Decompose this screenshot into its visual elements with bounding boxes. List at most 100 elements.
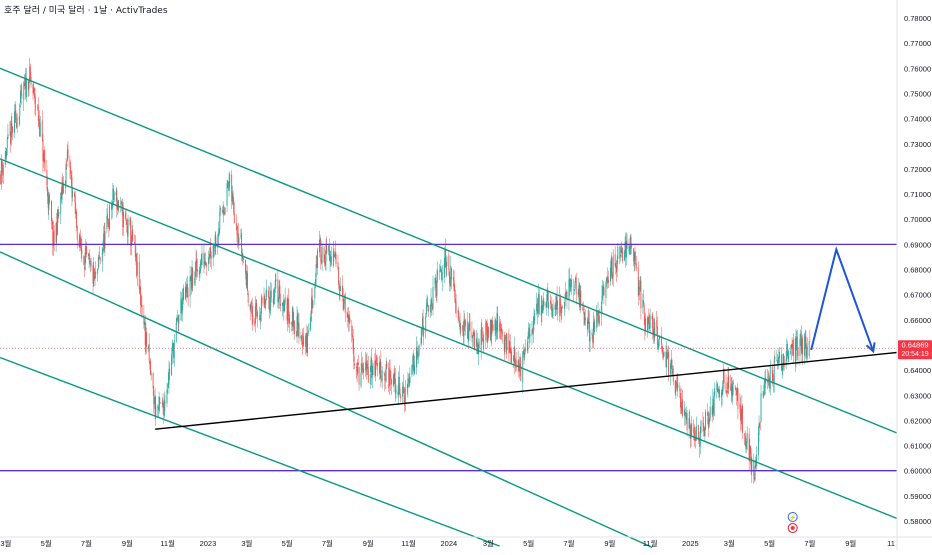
candle [385, 369, 386, 390]
candle-body [682, 399, 683, 416]
candle [630, 233, 632, 250]
price-tick-label: 0.63000 [904, 391, 931, 400]
candle [657, 342, 659, 353]
candle-body [86, 246, 87, 255]
candle-body [167, 389, 169, 390]
candle [29, 63, 31, 81]
candle-body [353, 347, 355, 362]
candle [288, 314, 290, 324]
candle [509, 340, 511, 354]
time-tick-label: 7월 [322, 538, 333, 548]
candle [800, 329, 802, 347]
candle-body [381, 370, 383, 381]
candle [740, 408, 742, 430]
candle [295, 330, 297, 337]
candle [513, 355, 514, 368]
candle-body [755, 464, 757, 466]
candle-body [358, 366, 360, 385]
candle-body [652, 318, 654, 335]
candle-body [573, 289, 575, 290]
candle-body [93, 268, 95, 286]
candle-body [185, 286, 187, 293]
candle [464, 313, 466, 331]
candle-body [565, 291, 567, 292]
candle-body [594, 325, 596, 330]
candle [412, 353, 414, 371]
candle-body [99, 257, 101, 259]
candle [89, 249, 91, 265]
candle-body [293, 321, 295, 325]
candle-body [80, 245, 82, 252]
candle [435, 280, 437, 301]
candle [284, 298, 285, 312]
candle [597, 302, 599, 324]
candle [406, 383, 408, 395]
candle [150, 370, 152, 381]
candle [403, 386, 405, 403]
candle-body [129, 218, 131, 226]
candle [716, 380, 718, 399]
candle [441, 267, 443, 283]
candle [94, 271, 96, 287]
candle [703, 426, 705, 437]
candle-body [134, 242, 136, 244]
candle [732, 380, 734, 405]
candle [783, 352, 784, 372]
candle [157, 404, 159, 417]
time-tick-label: 9월 [363, 538, 374, 548]
candle [534, 309, 536, 324]
candle [536, 292, 538, 316]
candle [506, 333, 508, 355]
candle [219, 205, 221, 236]
candle-body [769, 364, 771, 389]
candle-body [342, 297, 344, 311]
candle [457, 309, 459, 324]
candle-body [751, 458, 753, 472]
candle-body [589, 337, 591, 342]
candle-body [519, 362, 521, 368]
candle [737, 387, 739, 420]
candle [569, 267, 571, 297]
candle-body [444, 249, 446, 267]
candle [223, 206, 225, 216]
candle-body [232, 192, 234, 201]
candle-body [503, 334, 505, 352]
candle-body [310, 312, 312, 322]
candle-body [0, 160, 2, 185]
candle [194, 271, 196, 287]
candle [393, 368, 395, 392]
candle-body [144, 321, 146, 345]
candle [538, 288, 540, 315]
candle [619, 245, 621, 262]
candle-body [408, 380, 410, 381]
candle-body [136, 261, 138, 276]
candle-body [369, 373, 371, 385]
candle [108, 217, 110, 238]
candle-body [243, 258, 245, 260]
candle [305, 332, 307, 353]
candle [334, 254, 336, 257]
event-flash-icon [787, 512, 798, 522]
candle-body [348, 316, 350, 323]
candle-body [218, 229, 220, 233]
candle [141, 295, 143, 318]
candle-body [163, 399, 165, 416]
candle [306, 324, 308, 357]
candle [186, 278, 188, 298]
candle [799, 333, 801, 366]
candle [744, 430, 746, 447]
candle [728, 367, 730, 395]
candle [247, 265, 248, 296]
candle [126, 219, 128, 233]
candle-body [541, 304, 543, 313]
candle-body [330, 255, 332, 259]
candle [429, 304, 431, 318]
candle [511, 346, 512, 364]
candle-body [649, 323, 650, 330]
candle-body [247, 272, 248, 292]
candle [113, 191, 115, 203]
candle [246, 270, 248, 289]
candle [555, 293, 557, 315]
